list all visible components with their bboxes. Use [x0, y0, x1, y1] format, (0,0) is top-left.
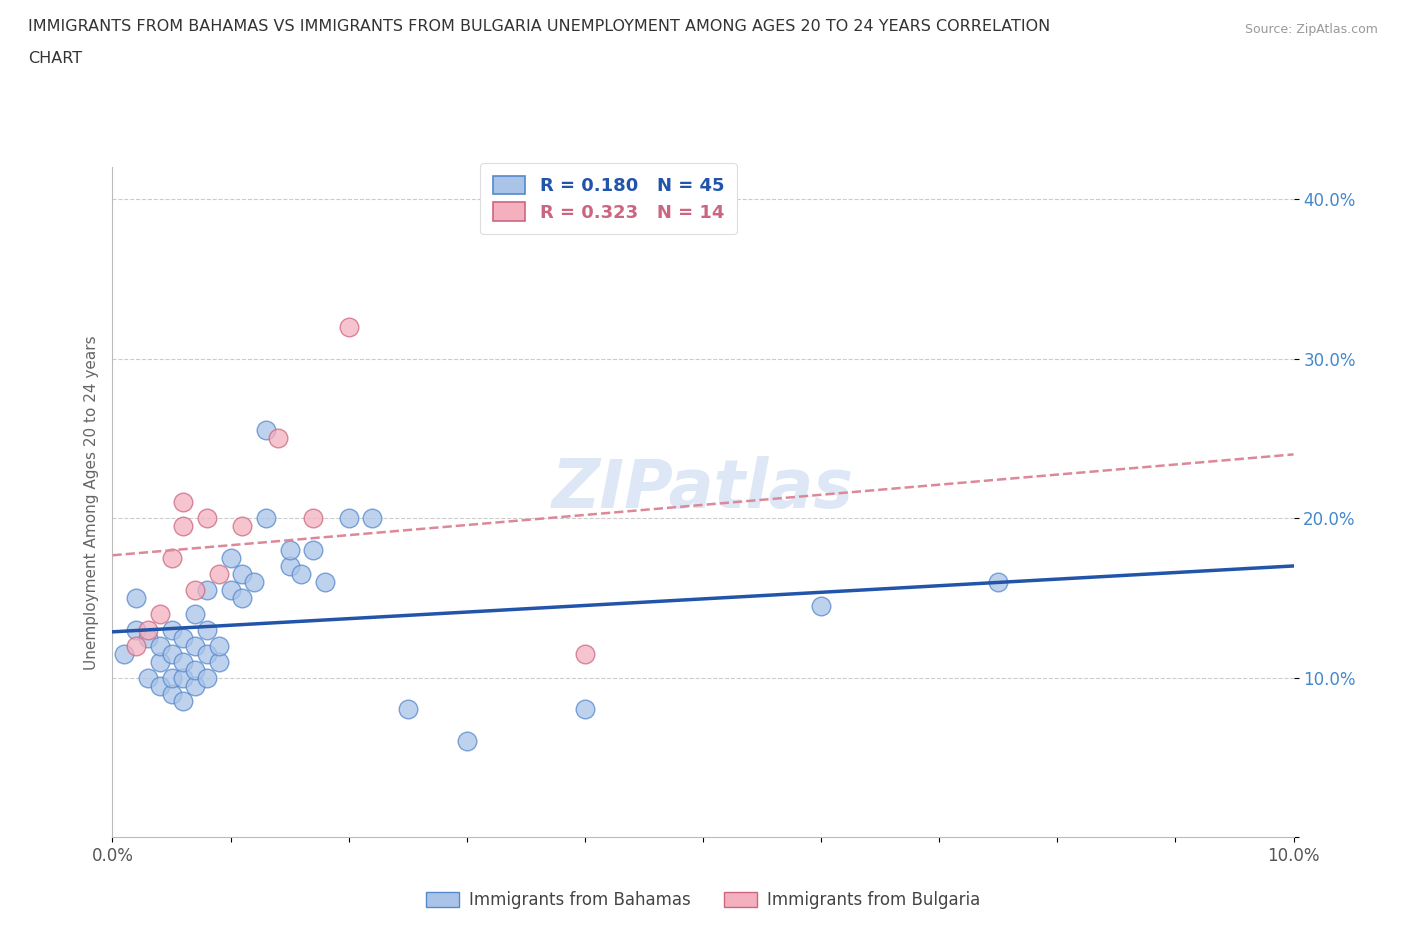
Point	[160, 686, 183, 701]
Point	[361, 511, 384, 525]
Point	[149, 654, 172, 669]
Point	[125, 638, 148, 653]
Point	[208, 566, 231, 581]
Point	[160, 622, 183, 637]
Text: IMMIGRANTS FROM BAHAMAS VS IMMIGRANTS FROM BULGARIA UNEMPLOYMENT AMONG AGES 20 T: IMMIGRANTS FROM BAHAMAS VS IMMIGRANTS FR…	[28, 19, 1050, 33]
Point	[231, 519, 253, 534]
Point	[172, 671, 194, 685]
Point	[302, 542, 325, 557]
Point	[149, 606, 172, 621]
Point	[149, 638, 172, 653]
Point	[456, 734, 478, 749]
Point	[136, 631, 159, 645]
Point	[254, 423, 277, 438]
Point	[314, 575, 336, 590]
Point	[254, 511, 277, 525]
Point	[278, 559, 301, 574]
Point	[195, 646, 218, 661]
Legend: Immigrants from Bahamas, Immigrants from Bulgaria: Immigrants from Bahamas, Immigrants from…	[419, 884, 987, 916]
Point	[337, 511, 360, 525]
Point	[184, 678, 207, 693]
Point	[160, 671, 183, 685]
Point	[172, 519, 194, 534]
Point	[208, 654, 231, 669]
Point	[172, 495, 194, 510]
Point	[208, 638, 231, 653]
Point	[184, 606, 207, 621]
Point	[172, 654, 194, 669]
Point	[810, 598, 832, 613]
Point	[290, 566, 312, 581]
Point	[136, 622, 159, 637]
Point	[574, 702, 596, 717]
Point	[160, 646, 183, 661]
Point	[396, 702, 419, 717]
Point	[172, 631, 194, 645]
Point	[278, 542, 301, 557]
Point	[337, 319, 360, 334]
Point	[231, 591, 253, 605]
Point	[195, 671, 218, 685]
Point	[112, 646, 135, 661]
Point	[195, 511, 218, 525]
Point	[136, 671, 159, 685]
Point	[195, 622, 218, 637]
Text: ZIPatlas: ZIPatlas	[553, 456, 853, 522]
Point	[149, 678, 172, 693]
Y-axis label: Unemployment Among Ages 20 to 24 years: Unemployment Among Ages 20 to 24 years	[83, 335, 98, 670]
Point	[987, 575, 1010, 590]
Point	[160, 551, 183, 565]
Point	[195, 582, 218, 597]
Point	[231, 566, 253, 581]
Point	[184, 582, 207, 597]
Point	[267, 431, 290, 445]
Point	[125, 622, 148, 637]
Point	[184, 662, 207, 677]
Point	[184, 638, 207, 653]
Point	[219, 551, 242, 565]
Point	[219, 582, 242, 597]
Text: Source: ZipAtlas.com: Source: ZipAtlas.com	[1244, 23, 1378, 36]
Point	[302, 511, 325, 525]
Point	[243, 575, 266, 590]
Point	[574, 646, 596, 661]
Point	[172, 694, 194, 709]
Point	[125, 591, 148, 605]
Text: CHART: CHART	[28, 51, 82, 66]
